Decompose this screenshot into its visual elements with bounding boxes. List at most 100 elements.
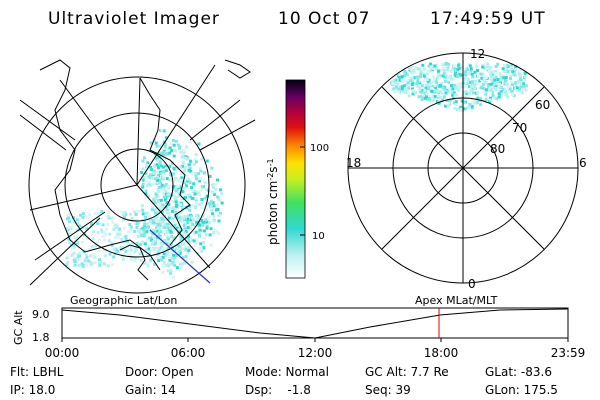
aurora-pixel	[160, 151, 164, 155]
aurora-pixel	[196, 216, 200, 220]
aurora-pixel	[465, 85, 469, 89]
aurora-pixel	[157, 185, 161, 189]
aurora-pixel	[394, 87, 398, 91]
aurora-pixel	[198, 231, 202, 235]
aurora-pixel	[215, 195, 219, 199]
status-field: Gain: 14	[125, 383, 176, 397]
aurora-pixel	[484, 95, 488, 99]
aurora-pixel	[210, 166, 214, 170]
aurora-pixel	[144, 192, 148, 196]
aurora-pixel	[393, 83, 397, 87]
aurora-pixel	[175, 178, 179, 182]
aurora-pixel	[160, 128, 164, 132]
aurora-pixel	[147, 175, 151, 179]
aurora-pixel	[170, 218, 174, 222]
aurora-pixel	[188, 208, 192, 212]
aurora-pixel	[150, 176, 154, 180]
aurora-pixel	[114, 235, 118, 239]
aurora-pixel	[429, 65, 433, 69]
aurora-pixel	[188, 235, 192, 239]
aurora-pixel	[392, 87, 396, 91]
aurora-pixel	[76, 256, 80, 260]
aurora-pixel	[484, 88, 488, 92]
aurora-pixel	[188, 181, 192, 185]
aurora-pixel	[128, 223, 132, 227]
aurora-pixel	[157, 259, 161, 263]
aurora-pixel	[167, 185, 171, 189]
aurora-pixel	[401, 78, 405, 82]
aurora-pixel	[471, 75, 475, 79]
aurora-pixel	[486, 84, 490, 88]
aurora-pixel	[163, 225, 167, 229]
aurora-pixel	[197, 179, 201, 183]
aurora-pixel	[141, 159, 145, 163]
aurora-pixel	[430, 86, 434, 90]
aurora-pixel	[517, 79, 521, 83]
aurora-pixel	[143, 222, 147, 226]
aurora-pixel	[462, 107, 466, 111]
aurora-pixel	[168, 151, 172, 155]
aurora-pixel	[157, 226, 161, 230]
aurora-pixel	[130, 241, 134, 245]
aurora-pixel	[452, 91, 456, 95]
aurora-pixel	[507, 84, 511, 88]
aurora-pixel	[89, 263, 93, 267]
aurora-pixel	[480, 72, 484, 76]
aurora-pixel	[427, 87, 431, 91]
aurora-pixel	[158, 208, 162, 212]
timeline-ytick: 1.8	[32, 331, 50, 344]
aurora-pixel	[160, 247, 164, 251]
aurora-pixel	[424, 83, 428, 87]
aurora-pixel	[140, 230, 144, 234]
aurora-pixel	[184, 255, 188, 259]
aurora-pixel	[190, 260, 194, 264]
aurora-pixel	[152, 169, 156, 173]
aurora-pixel	[122, 240, 126, 244]
aurora-pixel	[148, 251, 152, 255]
aurora-pixel	[454, 103, 458, 107]
aurora-pixel	[165, 151, 169, 155]
aurora-pixel	[193, 192, 197, 196]
aurora-pixel	[200, 197, 204, 201]
mlt-label: 18	[346, 156, 361, 170]
aurora-pixel	[122, 215, 126, 219]
aurora-pixel	[188, 222, 192, 226]
aurora-pixel	[154, 163, 158, 167]
aurora-pixel	[205, 159, 209, 163]
aurora-pixel	[195, 202, 199, 206]
aurora-pixel	[73, 263, 77, 267]
aurora-pixel	[101, 235, 105, 239]
aurora-pixel	[198, 228, 202, 232]
aurora-pixel	[179, 180, 183, 184]
aurora-pixel	[197, 234, 201, 238]
aurora-pixel	[175, 266, 179, 270]
aurora-pixel	[169, 173, 173, 177]
aurora-pixel	[467, 105, 471, 109]
aurora-pixel	[156, 166, 160, 170]
aurora-pixel	[464, 89, 468, 93]
aurora-pixel	[84, 214, 88, 218]
aurora-pixel	[156, 229, 160, 233]
aurora-pixel	[484, 66, 488, 70]
aurora-pixel	[201, 223, 205, 227]
aurora-pixel	[188, 166, 192, 170]
aurora-pixel	[187, 177, 191, 181]
aurora-pixel	[472, 100, 476, 104]
aurora-pixel	[207, 194, 211, 198]
aurora-pixel	[190, 188, 194, 192]
aurora-pixel	[510, 92, 514, 96]
aurora-pixel	[451, 89, 455, 93]
aurora-pixel	[194, 174, 198, 178]
aurora-pixel	[419, 69, 423, 73]
aurora-pixel	[118, 232, 122, 236]
aurora-pixel	[421, 88, 425, 92]
aurora-pixel	[199, 242, 203, 246]
aurora-pixel	[198, 223, 202, 227]
aurora-pixel	[187, 193, 191, 197]
aurora-pixel	[404, 78, 408, 82]
aurora-pixel	[174, 139, 178, 143]
lat-label: 60	[535, 98, 550, 112]
aurora-pixel	[410, 71, 414, 75]
aurora-pixel	[216, 203, 220, 207]
